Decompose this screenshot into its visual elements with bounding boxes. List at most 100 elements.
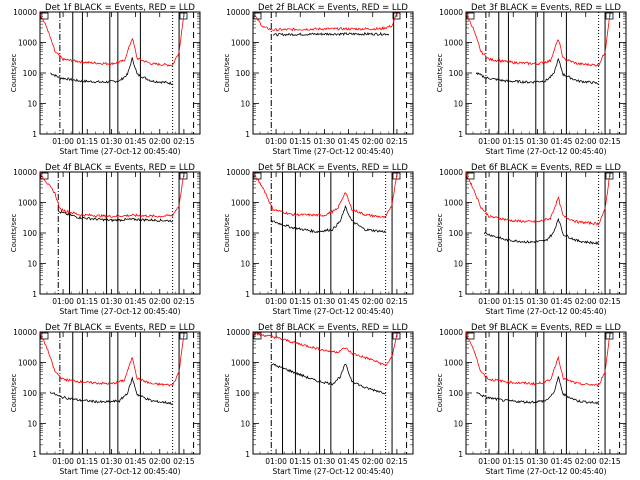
x-tick-label: 02:00: [575, 457, 597, 466]
plot-frame: [39, 11, 201, 135]
x-tick-label: 01:15: [502, 137, 524, 146]
y-tick-label: 10: [27, 420, 37, 429]
plot-title: Det 5f BLACK = Events, RED = LLD: [258, 163, 408, 173]
plot-frame: [465, 171, 627, 295]
y-tick-label: 10000: [13, 168, 37, 177]
x-tick-label: 02:15: [599, 297, 621, 306]
y-tick-label: 10: [27, 100, 37, 109]
x-axis-label: Start Time (27-Oct-12 00:45:40): [485, 307, 606, 316]
x-tick-label: 01:45: [551, 457, 573, 466]
y-axis-label: Counts/sec: [10, 214, 18, 253]
y-tick-label: 1: [245, 290, 250, 299]
x-axis-label: Start Time (27-Oct-12 00:45:40): [59, 467, 180, 476]
y-tick-label: 1: [458, 450, 463, 459]
y-axis-label: Counts/sec: [223, 374, 231, 413]
y-axis-label: Counts/sec: [10, 374, 18, 413]
lld-series-line: [39, 13, 185, 67]
x-tick-label: 01:45: [551, 137, 573, 146]
x-tick-label: 01:00: [52, 457, 74, 466]
x-axis-label: Start Time (27-Oct-12 00:45:40): [59, 147, 180, 156]
plot-frame: [39, 171, 201, 295]
y-tick-label: 100: [23, 389, 38, 398]
y-tick-label: 1: [458, 290, 463, 299]
x-tick-label: 01:30: [527, 137, 549, 146]
x-tick-label: 01:15: [289, 297, 311, 306]
y-tick-label: 10000: [226, 328, 250, 337]
plot-frame: [252, 331, 414, 455]
events-series-line: [476, 376, 599, 405]
x-tick-label: 02:00: [362, 137, 384, 146]
y-tick-label: 10000: [439, 8, 463, 17]
y-tick-label: 100: [236, 69, 251, 78]
y-tick-label: 100: [236, 389, 251, 398]
events-series-line: [57, 210, 173, 223]
y-tick-label: 10000: [226, 168, 250, 177]
x-axis-label: Start Time (27-Oct-12 00:45:40): [272, 147, 393, 156]
events-series-line: [271, 363, 386, 395]
y-tick-label: 1000: [231, 39, 250, 48]
y-tick-label: 10000: [13, 8, 37, 17]
x-tick-label: 01:15: [502, 457, 524, 466]
x-tick-label: 02:00: [149, 457, 171, 466]
y-tick-label: 1: [32, 290, 37, 299]
x-tick-label: 01:15: [76, 297, 98, 306]
x-tick-label: 01:15: [502, 297, 524, 306]
plot-title: Det 4f BLACK = Events, RED = LLD: [45, 163, 195, 173]
y-tick-label: 100: [236, 229, 251, 238]
x-tick-label: 02:00: [362, 297, 384, 306]
y-tick-label: 10000: [13, 328, 37, 337]
y-axis-label: Counts/sec: [223, 214, 231, 253]
x-tick-label: 01:15: [76, 457, 98, 466]
x-tick-label: 02:00: [575, 137, 597, 146]
corner-marker: [40, 172, 49, 180]
x-tick-label: 01:45: [338, 137, 360, 146]
y-tick-label: 1000: [18, 39, 37, 48]
lld-series-line: [465, 332, 611, 388]
x-tick-label: 01:30: [314, 137, 336, 146]
events-series-line: [270, 205, 386, 234]
corner-marker: [253, 332, 262, 340]
x-tick-label: 02:15: [386, 297, 408, 306]
x-tick-label: 01:30: [314, 297, 336, 306]
lld-series-line: [39, 172, 185, 219]
y-tick-label: 1: [32, 450, 37, 459]
x-tick-label: 01:30: [314, 457, 336, 466]
y-tick-label: 1000: [18, 199, 37, 208]
y-tick-label: 1: [458, 130, 463, 139]
x-tick-label: 01:30: [101, 137, 123, 146]
x-tick-label: 01:45: [338, 297, 360, 306]
y-tick-label: 10: [240, 100, 250, 109]
y-tick-label: 1000: [444, 39, 463, 48]
lld-series-line: [252, 332, 398, 366]
x-tick-label: 02:00: [149, 137, 171, 146]
lld-series-line: [465, 172, 611, 226]
plot-frame: [465, 11, 627, 135]
y-tick-label: 100: [23, 69, 38, 78]
y-tick-label: 10000: [439, 328, 463, 337]
y-tick-label: 10: [453, 260, 463, 269]
x-tick-label: 01:45: [125, 297, 147, 306]
corner-marker: [466, 12, 475, 20]
x-axis-label: Start Time (27-Oct-12 00:45:40): [485, 467, 606, 476]
x-tick-label: 01:15: [289, 457, 311, 466]
plot-frame: [39, 331, 201, 455]
plot-frame: [465, 331, 627, 455]
x-tick-label: 01:00: [478, 457, 500, 466]
plot-title: Det 6f BLACK = Events, RED = LLD: [471, 163, 621, 173]
plot-title: Det 1f BLACK = Events, RED = LLD: [45, 3, 195, 13]
y-tick-label: 10000: [226, 8, 250, 17]
x-tick-label: 02:15: [173, 457, 195, 466]
lld-series-line: [252, 173, 398, 219]
x-tick-label: 02:15: [173, 137, 195, 146]
events-series-line: [483, 217, 599, 246]
x-tick-label: 02:15: [386, 137, 408, 146]
x-tick-label: 01:00: [265, 297, 287, 306]
y-tick-label: 10000: [439, 168, 463, 177]
x-tick-label: 01:45: [551, 297, 573, 306]
x-axis-label: Start Time (27-Oct-12 00:45:40): [272, 307, 393, 316]
x-tick-label: 01:30: [527, 297, 549, 306]
x-tick-label: 01:00: [52, 137, 74, 146]
x-tick-label: 01:00: [478, 137, 500, 146]
x-axis-label: Start Time (27-Oct-12 00:45:40): [485, 147, 606, 156]
x-tick-label: 02:15: [599, 457, 621, 466]
